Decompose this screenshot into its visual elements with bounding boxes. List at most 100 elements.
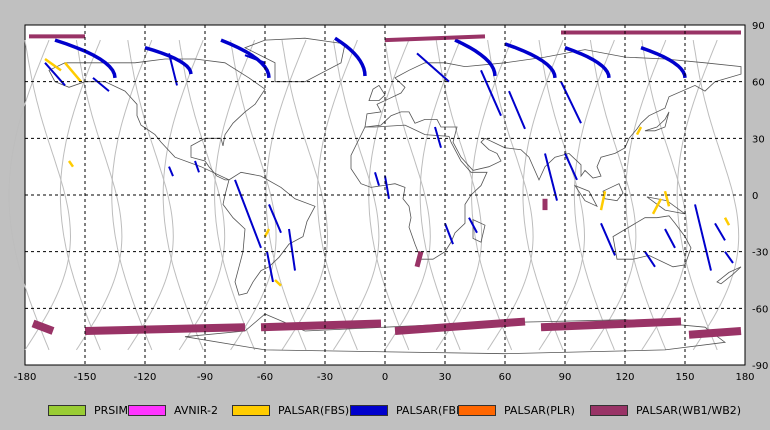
longitude-tick-label: 60 xyxy=(499,372,512,383)
swath-segment xyxy=(374,172,380,186)
latitude-tick-labels: 90 60 30 0 -30 -60 -90 xyxy=(752,21,768,372)
legend-swatch xyxy=(48,404,86,416)
swath-segment xyxy=(244,54,266,64)
swath-segment xyxy=(268,204,282,234)
swath-segment xyxy=(651,198,663,215)
coastline xyxy=(350,124,488,260)
swath-segment xyxy=(64,61,82,83)
observation-swaths xyxy=(29,30,742,339)
orbit-track xyxy=(419,39,461,351)
swath-segment xyxy=(664,228,676,249)
coastline xyxy=(612,215,692,268)
coastline xyxy=(716,266,742,285)
swath-segment xyxy=(260,319,382,332)
latitude-tick-label: -90 xyxy=(752,361,768,372)
lat-lon-grid xyxy=(25,25,745,365)
longitude-tick-label: -120 xyxy=(134,372,157,383)
legend-swatch xyxy=(232,404,270,416)
swath-segment xyxy=(564,153,578,181)
swath-segment xyxy=(168,166,174,177)
orbit-track xyxy=(127,40,174,351)
longitude-tick-labels: -180 -150 -120 -90 -60 -30 0 30 60 90 120 150 180 xyxy=(14,372,755,383)
orbit-track xyxy=(573,39,615,351)
swath-segment xyxy=(444,222,454,245)
swath-segment xyxy=(92,77,110,92)
longitude-tick-label: 180 xyxy=(735,372,754,383)
latitude-tick-label: 90 xyxy=(752,21,765,32)
legend-item: PALSAR(WB1/WB2) xyxy=(590,403,741,417)
orbit-track xyxy=(214,39,256,351)
swath-arc xyxy=(334,36,367,77)
longitude-tick-label: 90 xyxy=(559,372,572,383)
swath-segment xyxy=(599,190,607,211)
orbit-track xyxy=(316,39,358,351)
swath-segment xyxy=(384,175,390,199)
coastline xyxy=(472,218,486,243)
swath-arc xyxy=(454,38,497,77)
longitude-tick-label: -90 xyxy=(197,372,213,383)
swath-arc xyxy=(54,38,117,79)
legend: PRSIM AVNIR-2 PALSAR(FBS) PALSAR(FBD) PALSAR… xyxy=(0,400,770,430)
longitude-tick-label: -150 xyxy=(74,372,97,383)
latitude-tick-label: 60 xyxy=(752,78,765,89)
swath-segment xyxy=(194,160,200,173)
coastline xyxy=(368,84,386,101)
swath-arc xyxy=(640,46,687,79)
coastline xyxy=(573,184,598,208)
swath-arc xyxy=(564,46,611,79)
swath-segment xyxy=(168,53,178,86)
legend-swatch xyxy=(458,404,496,416)
legend-item: PRSIM xyxy=(48,403,128,417)
swath-segment xyxy=(263,228,271,238)
swath-segment xyxy=(544,153,558,201)
legend-label: PALSAR(PLR) xyxy=(504,403,575,417)
swath-segment xyxy=(644,251,656,268)
orbit-track xyxy=(384,40,431,351)
legend-item: PALSAR(FBD) xyxy=(350,403,469,417)
orbit-track xyxy=(8,39,50,351)
swath-segment xyxy=(416,52,450,83)
orbit-track xyxy=(487,40,534,351)
orbit-track xyxy=(676,39,718,351)
coastline xyxy=(644,111,670,132)
longitude-tick-label: -180 xyxy=(14,372,37,383)
swath-segment xyxy=(414,251,424,268)
coastline xyxy=(364,49,742,181)
swath-segment xyxy=(724,251,734,264)
legend-swatch xyxy=(128,404,166,416)
swath-segment xyxy=(694,204,712,271)
swath-segment xyxy=(540,317,682,332)
latitude-tick-label: 0 xyxy=(752,191,758,202)
swath-segment xyxy=(508,90,526,130)
longitude-tick-label: 0 xyxy=(382,372,388,383)
swath-segment xyxy=(44,57,62,72)
swath-segment xyxy=(288,228,296,271)
latitude-tick-label: -30 xyxy=(752,248,768,259)
legend-swatch xyxy=(350,404,388,416)
swath-segment xyxy=(688,327,742,339)
longitude-tick-label: 30 xyxy=(439,372,452,383)
legend-label: PALSAR(FBS) xyxy=(278,403,350,417)
longitude-tick-label: -30 xyxy=(317,372,333,383)
legend-item: PALSAR(FBS) xyxy=(232,403,349,417)
coastline xyxy=(48,58,266,181)
latitude-tick-label: 30 xyxy=(752,134,765,145)
swath-segment xyxy=(384,34,486,43)
swath-segment xyxy=(635,126,643,136)
legend-label: PALSAR(FBD) xyxy=(396,403,469,417)
swath-segment xyxy=(560,81,582,124)
legend-item: PALSAR(PLR) xyxy=(458,403,575,417)
legend-swatch xyxy=(590,404,628,416)
swath-segment xyxy=(266,251,274,283)
longitude-tick-label: 120 xyxy=(615,372,634,383)
swath-segment xyxy=(394,317,526,335)
legend-item: AVNIR-2 xyxy=(128,403,218,417)
swath-segment xyxy=(84,323,246,335)
orbit-track xyxy=(230,40,277,351)
swath-segment xyxy=(714,222,726,241)
legend-label: PRSIM xyxy=(94,403,128,417)
longitude-tick-label: 150 xyxy=(675,372,694,383)
swath-segment xyxy=(663,190,671,207)
swath-arc xyxy=(504,42,557,79)
